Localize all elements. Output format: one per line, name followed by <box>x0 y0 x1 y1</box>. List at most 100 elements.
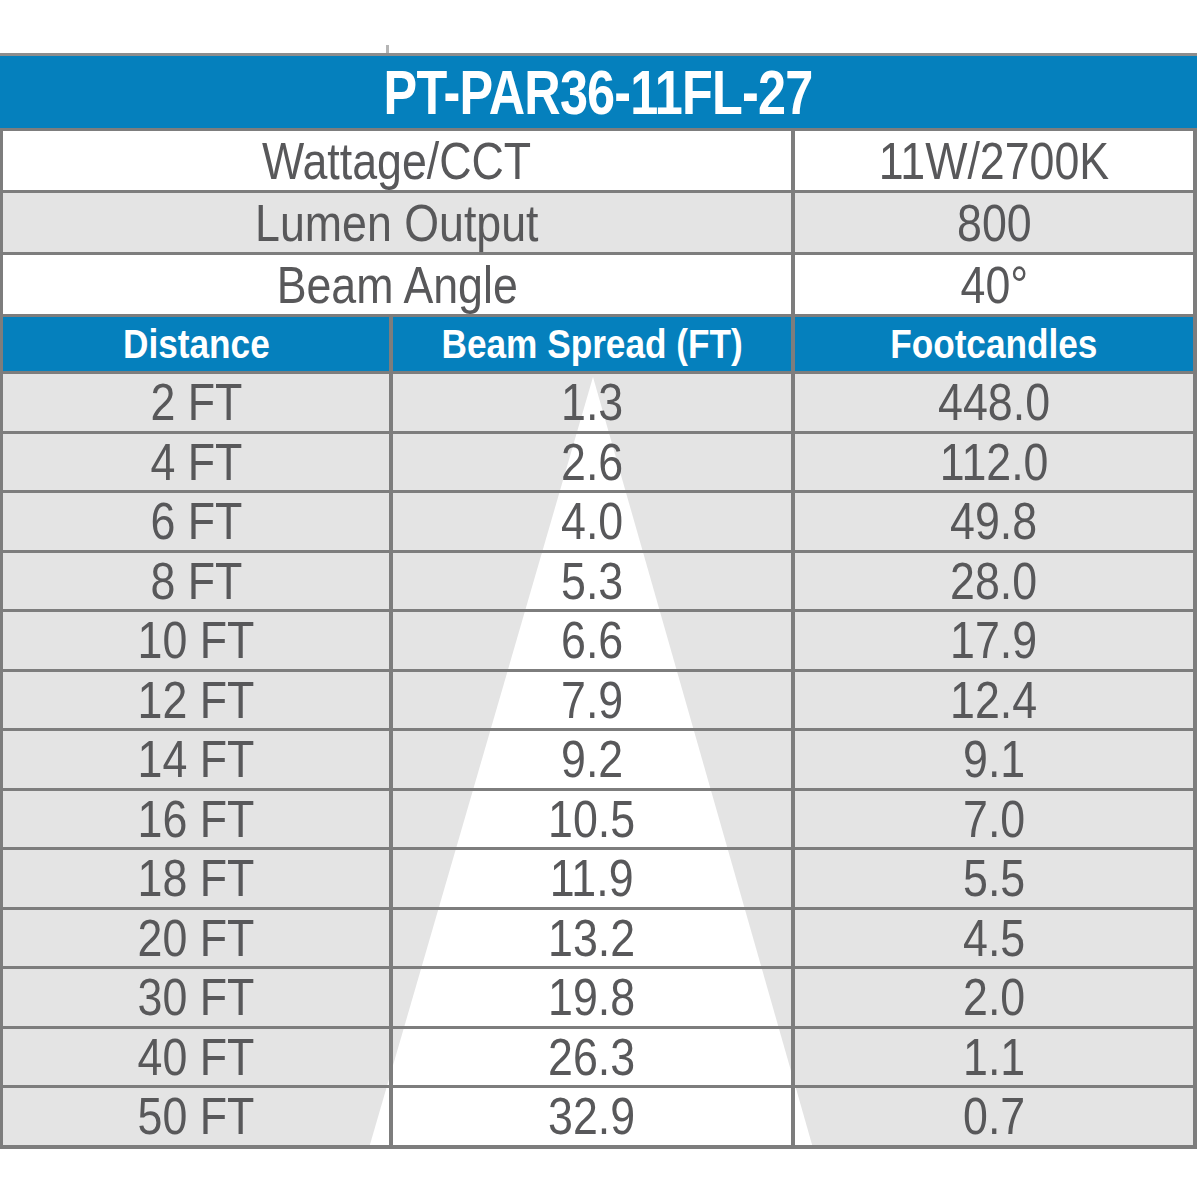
footcandles-value: 12.4 <box>950 674 1037 726</box>
header-label: Distance <box>123 324 270 364</box>
beam-spread-value: 10.5 <box>548 793 635 845</box>
footcandles-cell: 12.4 <box>795 672 1193 729</box>
footcandles-value: 28.0 <box>950 555 1037 607</box>
distance-value: 14 FT <box>138 733 255 785</box>
beam-spread-cell: 4.0 <box>393 493 795 550</box>
table-header-row: Distance Beam Spread (FT) Footcandles <box>0 317 1197 374</box>
distance-value: 12 FT <box>138 674 255 726</box>
header-label: Beam Spread (FT) <box>441 324 742 364</box>
cropped-column-tick <box>386 45 389 53</box>
header-label: Footcandles <box>890 324 1097 364</box>
beam-spread-cell: 7.9 <box>393 672 795 729</box>
distance-cell: 12 FT <box>3 672 393 729</box>
footcandles-cell: 49.8 <box>795 493 1193 550</box>
footcandles-value: 7.0 <box>963 793 1025 845</box>
spec-row-beam-angle: Beam Angle 40° <box>0 255 1197 317</box>
table-row: 18 FT 11.9 5.5 <box>0 850 1197 910</box>
distance-cell: 8 FT <box>3 553 393 610</box>
distance-cell: 2 FT <box>3 374 393 431</box>
table-row: 12 FT 7.9 12.4 <box>0 672 1197 732</box>
distance-value: 2 FT <box>150 376 242 428</box>
table-row: 50 FT 32.9 0.7 <box>0 1088 1197 1149</box>
beam-spread-value: 9.2 <box>561 733 623 785</box>
footcandles-value: 4.5 <box>963 912 1025 964</box>
distance-value: 8 FT <box>150 555 242 607</box>
spec-value-cell: 40° <box>795 255 1193 314</box>
distance-value: 10 FT <box>138 614 255 666</box>
beam-spread-value: 6.6 <box>561 614 623 666</box>
beam-spread-cell: 32.9 <box>393 1088 795 1145</box>
distance-value: 50 FT <box>138 1090 255 1142</box>
product-model-title: PT-PAR36-11FL-27 <box>384 61 813 124</box>
footcandles-cell: 4.5 <box>795 910 1193 967</box>
beam-spread-cell: 9.2 <box>393 731 795 788</box>
distance-value: 6 FT <box>150 495 242 547</box>
distance-cell: 18 FT <box>3 850 393 907</box>
beam-spread-cell: 1.3 <box>393 374 795 431</box>
footcandles-value: 2.0 <box>963 971 1025 1023</box>
table-row: 4 FT 2.6 112.0 <box>0 434 1197 494</box>
footcandles-cell: 448.0 <box>795 374 1193 431</box>
distance-cell: 30 FT <box>3 969 393 1026</box>
beam-spread-value: 2.6 <box>561 436 623 488</box>
distance-cell: 40 FT <box>3 1029 393 1086</box>
spec-value-cell: 800 <box>795 193 1193 252</box>
footcandles-value: 17.9 <box>950 614 1037 666</box>
table-row: 10 FT 6.6 17.9 <box>0 612 1197 672</box>
distance-cell: 4 FT <box>3 434 393 491</box>
beam-spread-value: 32.9 <box>548 1090 635 1142</box>
header-cell-distance: Distance <box>3 317 393 371</box>
footcandles-cell: 112.0 <box>795 434 1193 491</box>
table-row: 8 FT 5.3 28.0 <box>0 553 1197 613</box>
table-row: 20 FT 13.2 4.5 <box>0 910 1197 970</box>
header-cell-beam-spread: Beam Spread (FT) <box>393 317 795 371</box>
footcandles-cell: 5.5 <box>795 850 1193 907</box>
beam-spread-cell: 11.9 <box>393 850 795 907</box>
footcandles-cell: 7.0 <box>795 791 1193 848</box>
header-cell-footcandles: Footcandles <box>795 317 1193 371</box>
spec-value: 11W/2700K <box>879 135 1109 187</box>
title-band: PT-PAR36-11FL-27 <box>0 56 1197 131</box>
beam-spread-value: 4.0 <box>561 495 623 547</box>
beam-spread-cell: 6.6 <box>393 612 795 669</box>
beam-spread-cell: 5.3 <box>393 553 795 610</box>
footcandles-value: 49.8 <box>950 495 1037 547</box>
spec-value-cell: 11W/2700K <box>795 131 1193 190</box>
beam-spread-value: 11.9 <box>550 852 634 904</box>
footcandles-value: 448.0 <box>938 376 1050 428</box>
distance-cell: 10 FT <box>3 612 393 669</box>
footcandles-value: 9.1 <box>963 733 1025 785</box>
spec-label: Beam Angle <box>276 259 517 311</box>
distance-value: 16 FT <box>138 793 255 845</box>
distance-value: 40 FT <box>138 1031 255 1083</box>
spec-value: 800 <box>957 197 1032 249</box>
beam-spread-cell: 13.2 <box>393 910 795 967</box>
table-row: 14 FT 9.2 9.1 <box>0 731 1197 791</box>
table-row: 16 FT 10.5 7.0 <box>0 791 1197 851</box>
table-row: 40 FT 26.3 1.1 <box>0 1029 1197 1089</box>
beam-spread-value: 7.9 <box>561 674 623 726</box>
photometrics-table: PT-PAR36-11FL-27 Wattage/CCT 11W/2700K L… <box>0 56 1197 1149</box>
footcandles-cell: 1.1 <box>795 1029 1193 1086</box>
beam-spread-cell: 26.3 <box>393 1029 795 1086</box>
beam-spread-value: 5.3 <box>561 555 623 607</box>
distance-value: 20 FT <box>138 912 255 964</box>
distance-cell: 14 FT <box>3 731 393 788</box>
spec-label: Wattage/CCT <box>262 135 531 187</box>
photometrics-sheet: PT-PAR36-11FL-27 Wattage/CCT 11W/2700K L… <box>0 0 1200 1200</box>
footcandles-cell: 28.0 <box>795 553 1193 610</box>
footcandles-cell: 9.1 <box>795 731 1193 788</box>
distance-cell: 50 FT <box>3 1088 393 1145</box>
spec-row-lumen: Lumen Output 800 <box>0 193 1197 255</box>
beam-spread-value: 26.3 <box>548 1031 635 1083</box>
distance-value: 30 FT <box>138 971 255 1023</box>
beam-spread-value: 1.3 <box>561 376 623 428</box>
table-row: 6 FT 4.0 49.8 <box>0 493 1197 553</box>
beam-spread-cell: 10.5 <box>393 791 795 848</box>
distance-cell: 6 FT <box>3 493 393 550</box>
beam-spread-value: 19.8 <box>548 971 635 1023</box>
footcandles-cell: 17.9 <box>795 612 1193 669</box>
footcandles-cell: 2.0 <box>795 969 1193 1026</box>
footcandles-value: 1.1 <box>963 1031 1025 1083</box>
spec-value: 40° <box>960 259 1028 311</box>
